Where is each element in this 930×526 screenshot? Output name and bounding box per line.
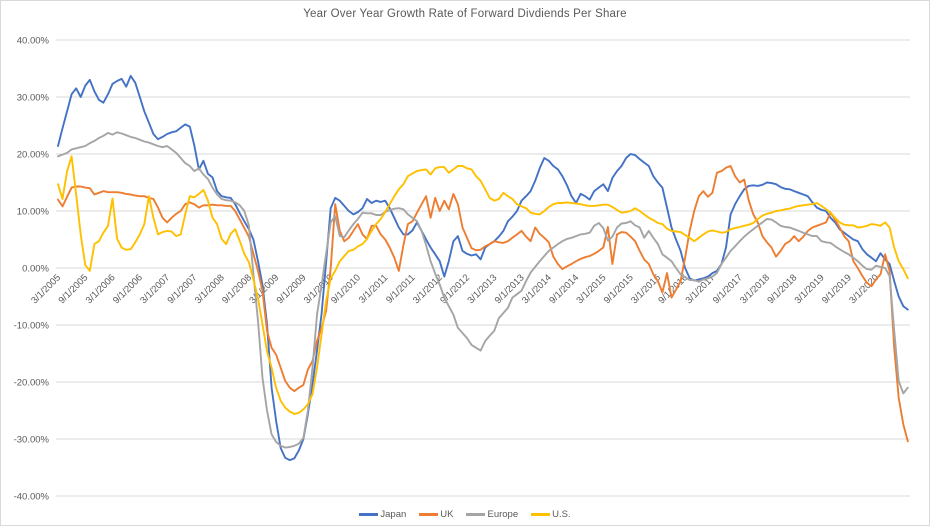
- legend-line-swatch: [419, 513, 439, 516]
- y-axis-tick-label: 40.00%: [17, 36, 50, 47]
- y-axis-tick-label: -20.00%: [14, 378, 50, 389]
- legend-label: Japan: [380, 509, 407, 520]
- legend-line-swatch: [359, 513, 379, 516]
- legend-label: U.S.: [552, 509, 571, 520]
- legend-item-japan[interactable]: Japan: [359, 509, 406, 520]
- legend-line-swatch: [466, 513, 486, 516]
- legend-line-swatch: [531, 513, 551, 516]
- x-axis-tick-label: 3/1/2011: [357, 272, 390, 305]
- series-line-us: [57, 155, 909, 415]
- x-axis-tick-label: 9/1/2010: [329, 272, 363, 306]
- legend: Japan UK Europe U.S.: [1, 509, 929, 520]
- y-axis-tick-label: 20.00%: [17, 150, 50, 161]
- legend-label: UK: [440, 509, 454, 520]
- legend-label: Europe: [487, 509, 519, 520]
- y-axis-tick-label: -10.00%: [14, 321, 50, 332]
- y-axis-tick-label: -40.00%: [14, 492, 50, 503]
- y-axis-tick-label: 30.00%: [17, 93, 50, 104]
- y-axis-tick-label: 10.00%: [17, 207, 50, 218]
- legend-item-europe[interactable]: Europe: [466, 509, 518, 520]
- legend-item-us[interactable]: U.S.: [531, 509, 571, 520]
- series-line-europe: [57, 131, 909, 449]
- series-line-uk: [57, 165, 909, 443]
- chart-title: Year Over Year Growth Rate of Forward Di…: [303, 8, 627, 20]
- y-axis-tick-label: -30.00%: [14, 435, 50, 446]
- y-axis-tick-label: 0.00%: [22, 264, 49, 275]
- legend-item-uk[interactable]: UK: [419, 509, 453, 520]
